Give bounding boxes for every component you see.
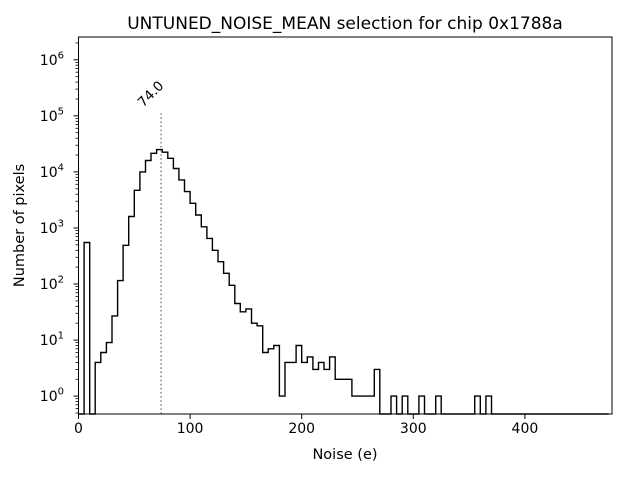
axes-frame	[78, 36, 613, 415]
y-tick-label: 104	[40, 162, 64, 181]
x-axis-label: Noise (e)	[312, 447, 377, 463]
x-tick-label: 400	[512, 421, 539, 437]
x-tick-label: 0	[74, 421, 83, 437]
x-tick-label: 300	[400, 421, 427, 437]
y-tick-label: 100	[40, 387, 64, 406]
axes-frame-and-ticks: 0 100 200 300 400 100 101 102 103 104 105 106	[40, 36, 613, 437]
y-tick-label: 103	[40, 219, 64, 238]
y-tick-label: 106	[40, 50, 64, 69]
x-tick-label: 100	[177, 421, 204, 437]
y-axis-label: Number of pixels	[12, 164, 28, 287]
x-tick-label: 200	[288, 421, 315, 437]
y-tick-label: 102	[40, 275, 64, 294]
histogram-step-line	[78, 148, 609, 415]
histogram-series	[78, 148, 609, 415]
chart-title: UNTUNED_NOISE_MEAN selection for chip 0x…	[127, 14, 563, 34]
y-tick-label: 105	[40, 106, 64, 125]
y-tick-label: 101	[40, 331, 64, 350]
